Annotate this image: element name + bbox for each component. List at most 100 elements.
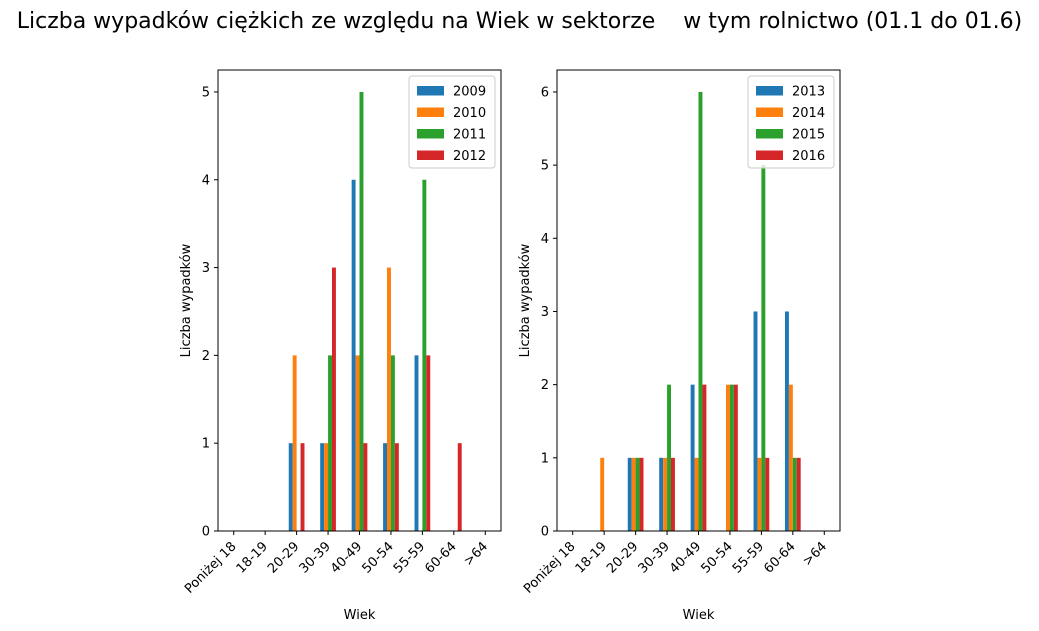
legend-swatch-2012 — [417, 150, 444, 160]
bar-2012-5054 — [394, 443, 399, 531]
bar-2016-5559 — [765, 457, 770, 531]
bar-2011-4049 — [359, 91, 364, 531]
bar-2014-5559 — [757, 457, 762, 531]
bar-2009-5559 — [414, 355, 419, 531]
bar-2013-4049 — [690, 384, 695, 531]
x-tick-label: 30-39 — [297, 539, 334, 576]
x-tick-label: Poniżej 18 — [521, 539, 578, 596]
legend-swatch-2009 — [417, 86, 444, 96]
chart-panel-right: 0 1 2 3 4 5 6 Poniżej 1818-1920-2930-3940-4950-… — [518, 69, 841, 623]
bar-2013-3039 — [659, 457, 664, 531]
x-tick-label: 60-64 — [422, 539, 459, 576]
y-tick-label: 0 — [541, 525, 549, 540]
x-axis-label: Wiek — [344, 608, 376, 623]
y-axis-label: Liczba wypadków — [179, 243, 194, 357]
y-axis-label: Liczba wypadków — [518, 243, 533, 357]
y-tick-label: 2 — [202, 349, 210, 364]
bar-2011-5559 — [422, 179, 427, 531]
x-axis-label: Wiek — [683, 608, 715, 623]
x-tick-label: 18-19 — [234, 539, 271, 576]
x-tick-label: 40-49 — [328, 539, 365, 576]
x-tick-label: Poniżej 18 — [182, 539, 239, 596]
bar-2014-4049 — [694, 457, 699, 531]
bar-2014-1819 — [600, 457, 605, 531]
bar-2013-6064 — [784, 311, 789, 531]
bar-2013-2029 — [627, 457, 632, 531]
bar-2014-2029 — [631, 457, 636, 531]
legend-label-2013: 2013 — [792, 85, 825, 100]
legend-swatch-2016 — [756, 150, 783, 160]
bar-2015-4049 — [698, 91, 703, 531]
bar-2014-6064 — [788, 384, 793, 531]
bar-2009-4049 — [351, 179, 356, 531]
bar-2016-2029 — [639, 457, 644, 531]
bar-2015-3039 — [667, 384, 671, 531]
x-tick-label: 20-29 — [604, 539, 641, 576]
x-tick-label: 55-59 — [391, 539, 428, 576]
legend-swatch-2015 — [756, 129, 783, 139]
legend-box — [747, 75, 835, 169]
bar-2010-3039 — [324, 443, 329, 531]
bar-2010-4049 — [355, 355, 360, 531]
legend-swatch-2013 — [756, 86, 783, 96]
legend-swatch-2011 — [417, 129, 444, 139]
bar-2016-6064 — [796, 457, 801, 531]
bar-2009-5054 — [383, 443, 388, 531]
bar-2016-5054 — [733, 384, 738, 531]
y-tick-label: 3 — [202, 261, 210, 276]
legend-box — [408, 75, 496, 169]
y-tick-label: 1 — [202, 437, 210, 452]
y-tick-label: 0 — [202, 525, 210, 540]
legend-label-2009: 2009 — [453, 85, 486, 100]
y-tick-label: 5 — [541, 159, 549, 174]
bar-2014-5054 — [726, 384, 730, 531]
x-tick-label: >64 — [800, 539, 830, 569]
x-tick-label: >64 — [461, 539, 491, 569]
bar-2016-4049 — [702, 384, 707, 531]
x-tick-label: 30-39 — [636, 539, 673, 576]
x-tick-label: 55-59 — [730, 539, 767, 576]
x-tick-label: 60-64 — [761, 539, 798, 576]
bar-2011-5054 — [390, 355, 395, 531]
bar-2015-5054 — [729, 384, 734, 531]
legend-label-2012: 2012 — [453, 149, 486, 164]
bar-2014-3039 — [663, 457, 668, 531]
bar-2010-2029 — [292, 355, 297, 531]
y-tick-label: 3 — [541, 305, 549, 320]
bar-2015-6064 — [792, 457, 797, 531]
bar-2012-6064 — [457, 443, 462, 531]
x-tick-label: 50-54 — [698, 539, 735, 576]
legend-swatch-2014 — [756, 107, 783, 117]
bar-2010-5054 — [387, 267, 391, 531]
y-tick-label: 6 — [541, 85, 549, 100]
bar-2015-2029 — [635, 457, 640, 531]
legend-label-2010: 2010 — [453, 106, 486, 121]
x-tick-label: 40-49 — [667, 539, 704, 576]
legend-swatch-2010 — [417, 107, 444, 117]
y-tick-label: 5 — [202, 85, 210, 100]
x-tick-label: 20-29 — [265, 539, 302, 576]
x-tick-label: 18-19 — [573, 539, 610, 576]
y-tick-label: 2 — [541, 378, 549, 393]
bar-2015-5559 — [761, 165, 766, 531]
legend-label-2011: 2011 — [453, 128, 486, 143]
bar-2012-2029 — [300, 443, 305, 531]
legend: 2013 2014 2015 2016 — [747, 75, 835, 169]
legend-label-2014: 2014 — [792, 106, 825, 121]
bar-2009-2029 — [288, 443, 293, 531]
figure-title: Liczba wypadków ciężkich ze względu na W… — [16, 9, 1023, 34]
bar-2009-3039 — [320, 443, 325, 531]
y-tick-label: 1 — [541, 451, 549, 466]
bar-2012-4049 — [363, 443, 368, 531]
y-tick-label: 4 — [202, 173, 210, 188]
bar-2012-5559 — [426, 355, 431, 531]
legend-label-2015: 2015 — [792, 128, 825, 143]
bar-2012-3039 — [331, 267, 336, 531]
bar-2011-3039 — [328, 355, 332, 531]
chart-panel-left: 0 1 2 3 4 5 Poniżej 1818-1920-2930-3940-4950-5… — [179, 69, 502, 623]
bar-2016-3039 — [670, 457, 675, 531]
x-tick-label: 50-54 — [359, 539, 396, 576]
y-tick-label: 4 — [541, 232, 549, 247]
bar-2013-5559 — [753, 311, 758, 531]
